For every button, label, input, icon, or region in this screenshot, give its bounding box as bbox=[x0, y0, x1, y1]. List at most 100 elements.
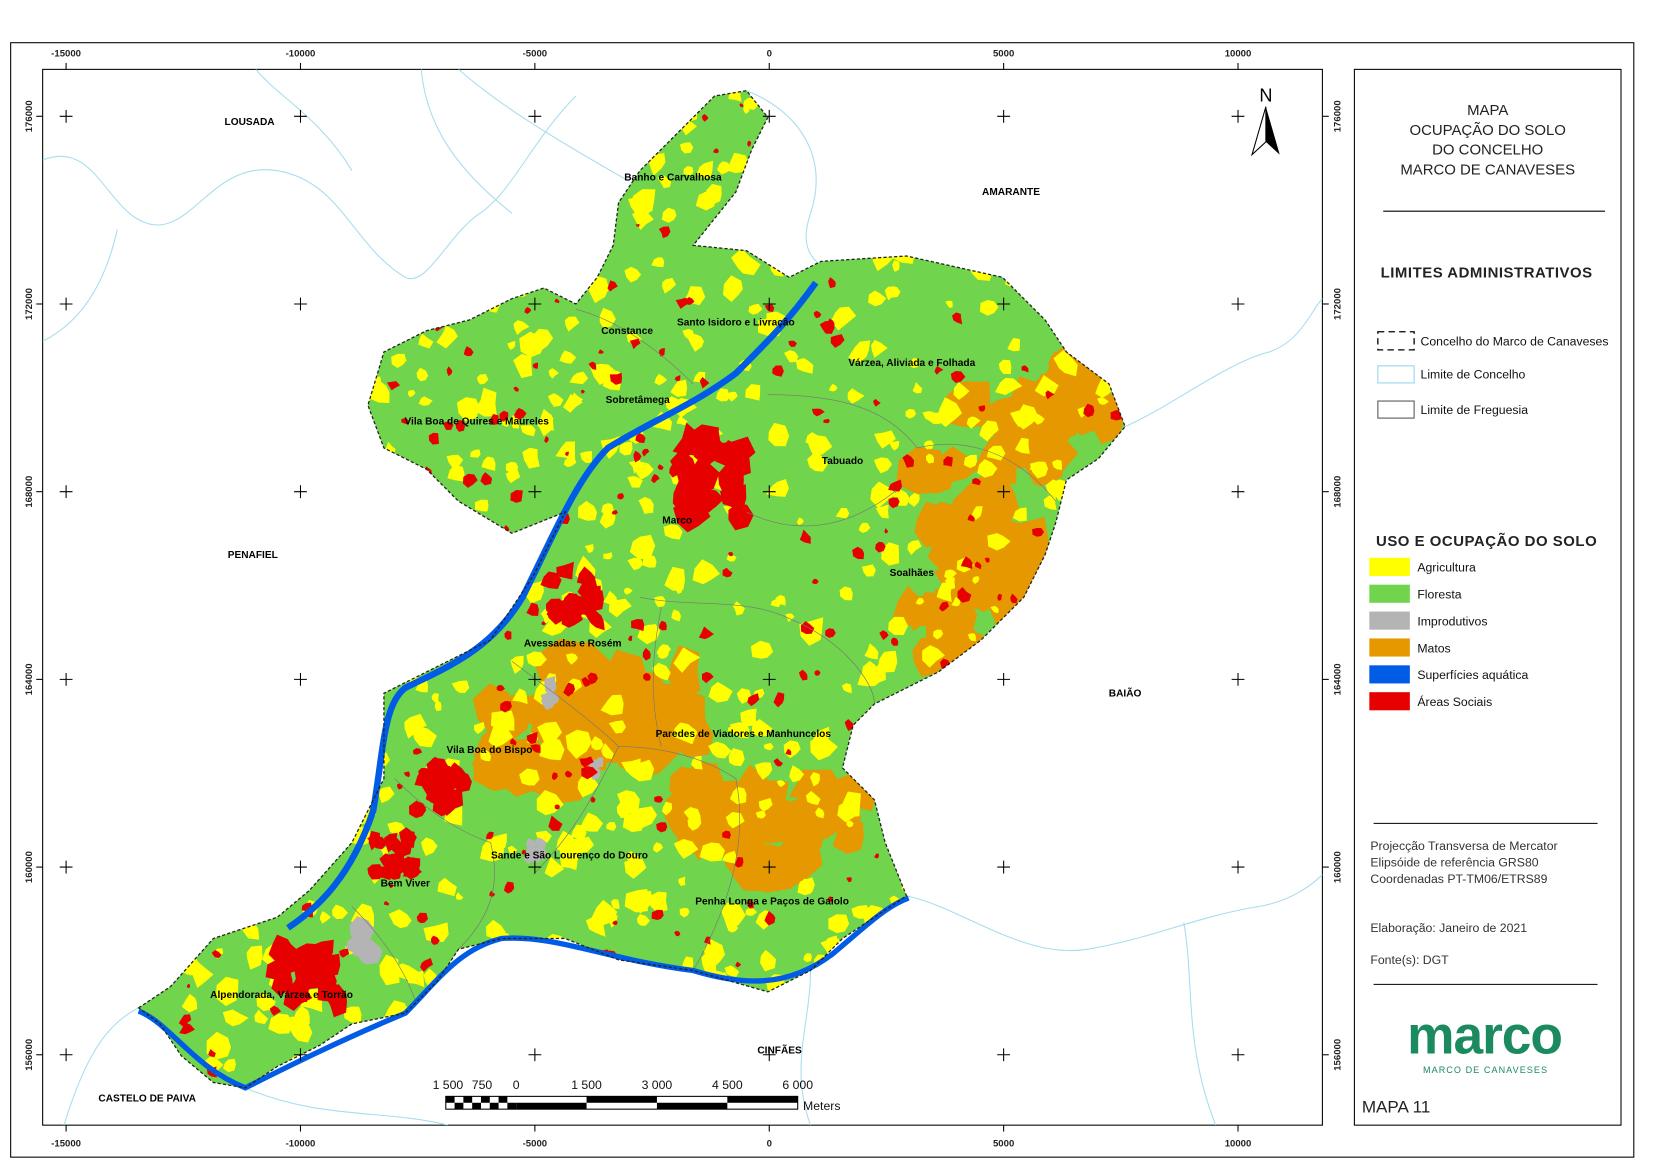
agriculture-patch bbox=[651, 257, 665, 268]
social-area-patch bbox=[746, 899, 754, 909]
scale-label: 1 500 bbox=[433, 1078, 464, 1092]
agriculture-patch bbox=[662, 277, 677, 294]
agriculture-patch bbox=[736, 688, 752, 704]
shrub-patch bbox=[684, 761, 724, 802]
agriculture-patch bbox=[1034, 375, 1059, 397]
agriculture-patch bbox=[584, 543, 594, 554]
shrub-patch bbox=[904, 450, 955, 493]
social-area-patch bbox=[825, 628, 836, 638]
legend-swatch bbox=[1369, 665, 1410, 684]
social-area-patch bbox=[651, 909, 664, 920]
social-area-patch bbox=[658, 226, 671, 239]
social-area-patch bbox=[425, 783, 444, 806]
agriculture-patch bbox=[708, 681, 733, 703]
social-area-patch bbox=[544, 436, 549, 444]
agriculture-patch bbox=[606, 822, 617, 831]
social-area-patch bbox=[669, 463, 682, 478]
scale-segment bbox=[516, 1102, 587, 1110]
social-area-patch bbox=[514, 412, 520, 419]
agriculture-patch bbox=[724, 965, 740, 977]
agriculture-patch bbox=[661, 801, 673, 816]
agriculture-patch bbox=[990, 605, 999, 614]
agriculture-patch bbox=[628, 197, 644, 214]
agriculture-patch bbox=[877, 650, 898, 673]
limit-label: Concelho do Marco de Canaveses bbox=[1421, 335, 1609, 349]
unproductive-patch bbox=[352, 938, 374, 960]
boundary bbox=[63, 1007, 139, 1126]
agriculture-patch bbox=[407, 389, 416, 398]
neighbour-boundaries bbox=[42, 69, 1323, 1126]
social-area-patch bbox=[635, 433, 646, 443]
neighbour-label: CINFÃES bbox=[757, 1044, 802, 1057]
boundary bbox=[458, 69, 630, 182]
parish-label: Vila Boa de Quires e Maureles bbox=[404, 416, 549, 427]
agriculture-patch bbox=[569, 371, 589, 385]
agriculture-patch bbox=[835, 507, 850, 519]
social-area-patch bbox=[747, 140, 751, 148]
parish-label: Paredes de Viadores e Manhuncelos bbox=[656, 729, 832, 740]
scale-segment bbox=[498, 1096, 508, 1103]
shrub-patch bbox=[1056, 391, 1081, 419]
social-area-patch bbox=[950, 370, 966, 384]
unproductive-patch bbox=[349, 916, 375, 944]
agriculture-patch bbox=[1052, 459, 1062, 470]
agriculture-patch bbox=[692, 559, 720, 585]
agriculture-patch bbox=[476, 373, 489, 385]
social-area-patch bbox=[934, 366, 944, 375]
neighbour-label: PENAFIEL bbox=[228, 550, 278, 561]
social-area-patch bbox=[339, 948, 350, 958]
social-area-patch bbox=[654, 796, 664, 803]
title-line: MAPA bbox=[1467, 102, 1508, 119]
agriculture-patch bbox=[664, 566, 685, 591]
scale-segment bbox=[489, 1102, 499, 1110]
agriculture-patch bbox=[331, 904, 349, 920]
social-area-patch bbox=[462, 473, 478, 488]
x-tick-label: 0 bbox=[767, 1138, 772, 1149]
agriculture-patch bbox=[404, 713, 427, 739]
agriculture-patch bbox=[775, 594, 786, 606]
agriculture-patch bbox=[565, 653, 579, 665]
shrub-patch bbox=[729, 834, 781, 892]
agriculture-patch bbox=[627, 476, 643, 488]
social-area-patch bbox=[526, 731, 538, 745]
agriculture-patch bbox=[663, 524, 683, 540]
agriculture-patch bbox=[555, 441, 576, 460]
agriculture-patch bbox=[416, 367, 429, 382]
social-area-patch bbox=[587, 672, 599, 685]
legend-label: Improdutivos bbox=[1417, 614, 1487, 628]
agriculture-patch bbox=[661, 207, 677, 223]
y-tick-label: 164000 bbox=[1333, 663, 1344, 695]
agriculture-patch bbox=[288, 1022, 313, 1043]
legend-label: Agricultura bbox=[1417, 561, 1476, 575]
scale-segment bbox=[445, 1096, 455, 1103]
parish-line bbox=[746, 490, 897, 527]
agriculture-patch bbox=[971, 506, 983, 520]
social-area-patch bbox=[888, 497, 900, 509]
social-area-patch bbox=[701, 671, 714, 684]
agriculture-patch bbox=[680, 142, 694, 154]
social-area-patch bbox=[717, 463, 744, 499]
agriculture-patch bbox=[979, 299, 999, 316]
agriculture-patch bbox=[565, 729, 592, 759]
social-area-patch bbox=[617, 493, 624, 500]
agriculture-patch bbox=[1029, 461, 1049, 479]
grid-cross bbox=[528, 860, 542, 874]
social-area-patch bbox=[747, 693, 760, 707]
grid-cross bbox=[762, 1048, 776, 1062]
agriculture-patch bbox=[388, 909, 412, 929]
social-area-patch bbox=[324, 991, 348, 1018]
social-area-patch bbox=[609, 372, 622, 385]
agriculture-patch bbox=[505, 470, 521, 484]
agriculture-patch bbox=[776, 779, 786, 787]
agriculture-patch bbox=[480, 748, 491, 762]
social-area-patch bbox=[1021, 365, 1029, 373]
agriculture-patch bbox=[798, 877, 815, 893]
scale-segment bbox=[480, 1096, 490, 1103]
unproductive-patch bbox=[545, 681, 557, 697]
grid-cross bbox=[997, 485, 1011, 499]
social-area-patch bbox=[489, 413, 499, 426]
agriculture-patch bbox=[578, 500, 597, 521]
grid-cross bbox=[294, 297, 307, 311]
agriculture-patch bbox=[652, 662, 671, 681]
agriculture-patch bbox=[986, 445, 1006, 461]
